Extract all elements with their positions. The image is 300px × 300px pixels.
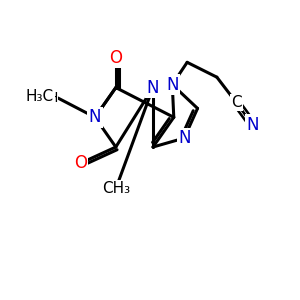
Text: N: N <box>89 108 101 126</box>
Text: N: N <box>147 79 159 97</box>
Text: C: C <box>231 95 242 110</box>
Text: N: N <box>166 76 178 94</box>
Text: N: N <box>178 129 190 147</box>
Text: H₃C: H₃C <box>25 89 53 104</box>
Text: O: O <box>109 49 122 67</box>
Text: N: N <box>246 116 259 134</box>
Text: O: O <box>74 154 87 172</box>
Text: CH₃: CH₃ <box>102 181 130 196</box>
Text: H: H <box>47 91 58 105</box>
